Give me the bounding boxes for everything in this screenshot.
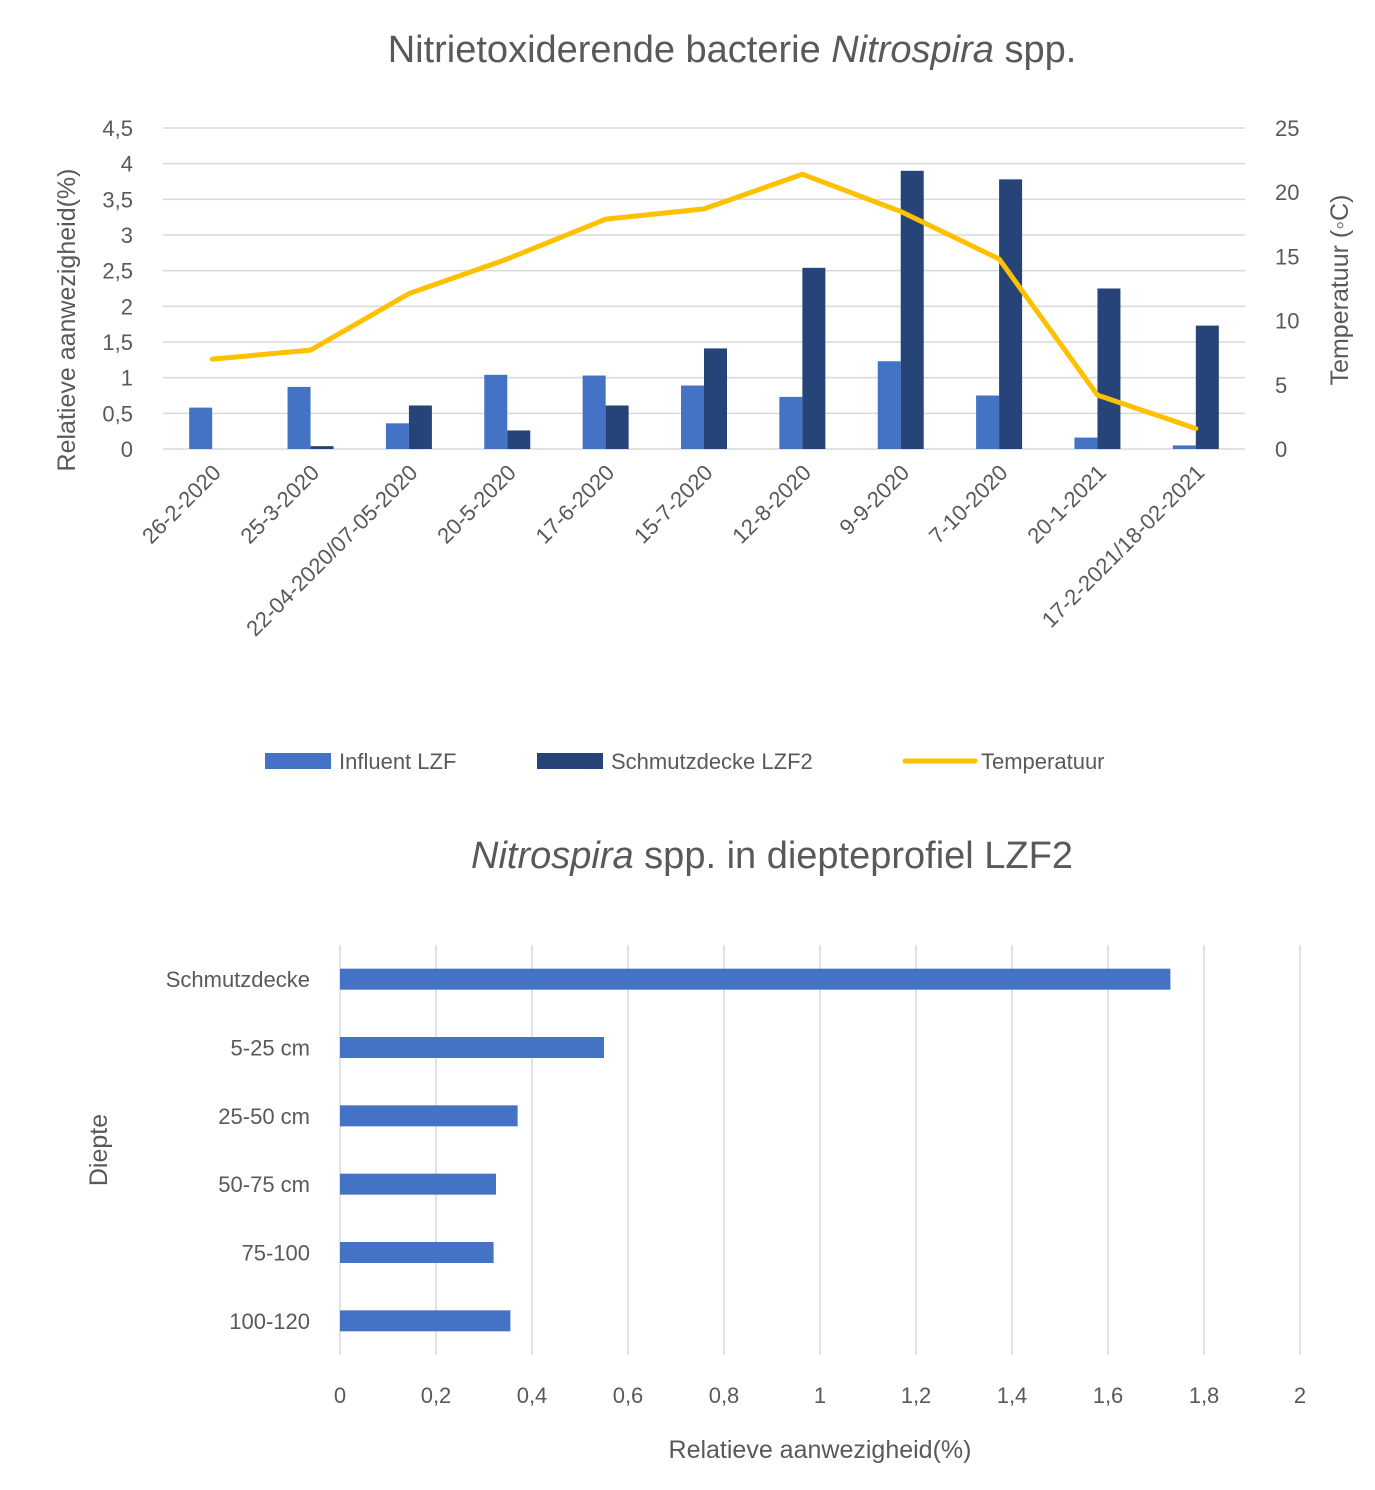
- depth-bar: [340, 968, 1171, 990]
- schmutzdecke-bar: [408, 405, 432, 449]
- legend-label: Temperatuur: [981, 749, 1105, 774]
- influent-bar: [681, 385, 704, 449]
- schmutzdecke-bar: [999, 179, 1023, 450]
- chart-1-right-axis-label: Temperatuur (◦C): [1326, 195, 1354, 386]
- influent-bar: [287, 386, 311, 449]
- chart-2-category-label: 75-100: [241, 1241, 310, 1266]
- chart-1-x-tick-label: 26-2-2020: [137, 460, 226, 549]
- schmutzdecke-bar: [900, 170, 924, 450]
- chart-2-x-tick-label: 1,6: [1093, 1383, 1124, 1408]
- influent-bar: [976, 395, 1000, 449]
- chart-1-right-tick-label: 15: [1275, 244, 1299, 269]
- chart-1-x-tick-label: 22-04-2020/07-05-2020: [241, 460, 422, 641]
- chart-1-x-tick-label: 17-6-2020: [531, 460, 620, 549]
- chart-1-x-tick-label: 17-2-2021/18-02-2021: [1037, 460, 1210, 633]
- chart-1-left-tick-label: 1,5: [102, 330, 133, 355]
- influent-bar: [484, 374, 508, 449]
- influent-bar: [779, 396, 803, 449]
- chart-1-x-tick-label: 20-1-2021: [1022, 460, 1111, 549]
- chart-2-category-label: 50-75 cm: [218, 1172, 310, 1197]
- chart-2-x-tick-label: 1,2: [901, 1383, 932, 1408]
- chart-1-x-tick-label: 20-5-2020: [432, 460, 521, 549]
- chart-1-title: Nitrietoxiderende bacterie Nitrospira sp…: [388, 29, 1077, 71]
- chart-2-x-tick-label: 0,8: [709, 1383, 740, 1408]
- chart-1-x-tick-label: 15-7-2020: [629, 460, 718, 549]
- chart-1-left-tick-label: 2: [121, 294, 133, 319]
- chart-1-x-tick-label: 7-10-2020: [924, 460, 1013, 549]
- influent-bar: [1172, 445, 1196, 449]
- influent-bar: [582, 375, 606, 449]
- chart-1-right-tick-label: 0: [1275, 437, 1287, 462]
- schmutzdecke-bar: [605, 405, 629, 449]
- chart-1-left-tick-label: 3: [121, 223, 133, 248]
- chart-2-x-axis-label: Relatieve aanwezigheid(%): [669, 1436, 972, 1464]
- chart-2-x-tick-label: 1,4: [997, 1383, 1028, 1408]
- chart-2: Nitrospira spp. in diepteprofiel LZF2 Sc…: [85, 835, 1306, 1464]
- schmutzdecke-bar: [507, 430, 531, 449]
- depth-bar: [340, 1173, 496, 1195]
- chart-1-x-tick-label: 25-3-2020: [235, 460, 324, 549]
- chart-2-category-label: 25-50 cm: [218, 1104, 310, 1129]
- chart-1-left-tick-label: 0,5: [102, 401, 133, 426]
- chart-2-category-label: 5-25 cm: [231, 1036, 310, 1061]
- schmutzdecke-bar: [1097, 288, 1121, 449]
- depth-bar: [340, 1310, 511, 1332]
- chart-2-category-label: 100-120: [229, 1309, 310, 1334]
- chart-2-x-tick-label: 2: [1294, 1383, 1306, 1408]
- chart-1-left-axis-label: Relatieve aanwezigheid(%): [53, 169, 81, 472]
- influent-bar: [189, 407, 213, 449]
- chart-2-x-tick-label: 1,8: [1189, 1383, 1220, 1408]
- legend-label: Influent LZF: [339, 749, 456, 774]
- chart-2-x-tick-label: 1: [814, 1383, 826, 1408]
- influent-bar: [877, 361, 901, 449]
- chart-1-right-tick-label: 25: [1275, 116, 1299, 141]
- chart-1-left-tick-label: 4: [121, 152, 133, 177]
- chart-1-x-tick-label: 9-9-2020: [834, 460, 914, 540]
- chart-1-left-tick-label: 3,5: [102, 187, 133, 212]
- depth-bar: [340, 1037, 604, 1058]
- temperature-line: [209, 171, 1199, 431]
- legend-influent-swatch: [265, 753, 331, 769]
- chart-1-right-tick-label: 5: [1275, 373, 1287, 398]
- chart-1-left-tick-label: 1: [121, 366, 133, 391]
- chart-1-left-tick-label: 0: [121, 437, 133, 462]
- chart-2-x-tick-label: 0: [334, 1383, 346, 1408]
- chart-2-x-tick-label: 0,4: [517, 1383, 548, 1408]
- depth-bar: [340, 1105, 518, 1127]
- schmutzdecke-bar: [802, 267, 826, 449]
- depth-bar: [340, 1242, 494, 1263]
- chart-2-x-tick-label: 0,6: [613, 1383, 644, 1408]
- chart-2-y-axis-label: Diepte: [85, 1114, 113, 1186]
- chart-2-category-label: Schmutzdecke: [166, 967, 310, 992]
- influent-bar: [385, 423, 409, 449]
- chart-1: Nitrietoxiderende bacterie Nitrospira sp…: [53, 29, 1354, 774]
- schmutzdecke-bar: [310, 446, 334, 449]
- legend-label: Schmutzdecke LZF2: [611, 749, 813, 774]
- schmutzdecke-bar: [1195, 325, 1219, 449]
- chart-1-right-tick-label: 10: [1275, 309, 1299, 334]
- chart-1-left-tick-label: 2,5: [102, 259, 133, 284]
- chart-2-x-tick-label: 0,2: [421, 1383, 452, 1408]
- legend-schmutzdecke-swatch: [537, 753, 603, 769]
- chart-1-x-tick-label: 12-8-2020: [727, 460, 816, 549]
- chart-1-left-tick-label: 4,5: [102, 116, 133, 141]
- chart-1-right-tick-label: 20: [1275, 180, 1299, 205]
- influent-bar: [1074, 437, 1098, 449]
- schmutzdecke-bar: [704, 348, 727, 449]
- chart-2-title: Nitrospira spp. in diepteprofiel LZF2: [471, 835, 1073, 877]
